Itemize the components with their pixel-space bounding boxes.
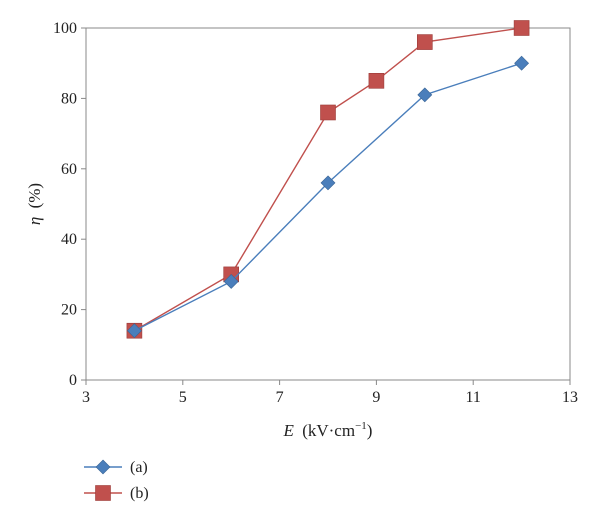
x-axis-unit-close: ): [367, 421, 373, 440]
x-axis-ticks: 3 5 7 9 11 13: [82, 380, 578, 406]
legend-label: (b): [130, 485, 149, 502]
series-layer: [126, 20, 530, 339]
series-line: [134, 27, 522, 332]
y-axis-ticks: 0 20 40 60 80 100: [53, 20, 86, 389]
plot-area: [85, 27, 571, 381]
y-axis-title: η (%): [25, 183, 44, 225]
x-tick-label: 5: [179, 389, 187, 406]
data-point: [416, 34, 433, 50]
data-point: [223, 274, 239, 289]
x-axis-unit: (kV·cm: [302, 421, 355, 440]
data-point: [320, 175, 336, 191]
y-tick-label: 60: [61, 161, 77, 178]
data-point: [368, 73, 385, 89]
y-tick-label: 80: [61, 90, 77, 107]
data-point: [417, 87, 433, 103]
y-axis-unit: (%): [25, 183, 44, 208]
data-point: [513, 20, 530, 36]
y-tick-label: 40: [61, 231, 77, 248]
x-tick-label: 3: [82, 389, 90, 406]
legend-item: (a): [84, 459, 148, 476]
legend-item: (b): [84, 485, 149, 502]
legend-label: (a): [130, 459, 148, 476]
legend-marker: [95, 459, 111, 475]
x-axis-title: E (kV·cm−1): [283, 420, 373, 440]
x-tick-label: 7: [276, 389, 284, 406]
y-tick-label: 100: [53, 20, 77, 37]
x-tick-label: 13: [562, 389, 578, 406]
y-tick-label: 0: [69, 372, 77, 389]
x-tick-label: 9: [372, 389, 380, 406]
x-tick-label: 11: [465, 389, 480, 406]
y-tick-label: 20: [61, 302, 77, 319]
x-axis-variable: E: [283, 421, 295, 440]
data-point: [320, 104, 336, 121]
y-axis-variable: η: [25, 217, 44, 225]
legend: (a) (b): [84, 459, 149, 502]
data-point: [514, 55, 530, 71]
series-a: [126, 55, 530, 339]
x-axis-unit-exponent: −1: [355, 420, 367, 432]
legend-marker: [95, 485, 111, 501]
data-point: [126, 323, 142, 339]
